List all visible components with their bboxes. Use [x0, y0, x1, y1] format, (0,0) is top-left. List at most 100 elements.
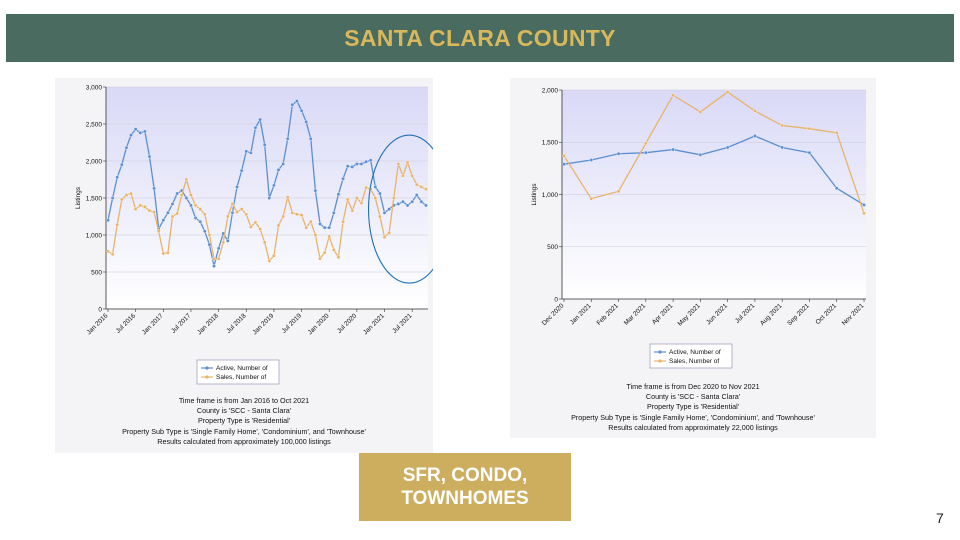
y-tick-label: 2,000 [542, 87, 559, 94]
data-point [239, 168, 244, 173]
legend-label: Active, Number of [216, 365, 268, 372]
x-tick-label: Jul 2021 [391, 312, 414, 335]
data-point [834, 186, 839, 191]
data-point [350, 208, 355, 213]
data-point [147, 208, 152, 213]
data-point [138, 203, 143, 208]
data-point [290, 102, 295, 107]
data-point [212, 256, 216, 261]
data-point [110, 252, 115, 257]
x-tick-label: Jul 2017 [170, 312, 193, 335]
data-point [152, 186, 156, 191]
data-point [350, 165, 355, 169]
data-point [285, 195, 290, 200]
data-point [152, 210, 156, 214]
badge-line-2: TOWNHOMES [401, 488, 529, 509]
data-point [698, 110, 703, 114]
data-point [308, 219, 313, 224]
data-point [368, 158, 373, 163]
data-point [318, 221, 322, 226]
series-line [563, 135, 865, 206]
data-point [175, 211, 180, 216]
legend-label: Sales, Number of [669, 358, 719, 365]
data-point [230, 210, 235, 215]
y-tick-label: 500 [91, 269, 102, 276]
data-point [336, 192, 341, 197]
data-point [276, 167, 281, 172]
data-point [308, 136, 313, 141]
data-point [336, 255, 341, 260]
data-point [142, 204, 147, 209]
data-point [235, 185, 239, 189]
y-tick-label: 0 [98, 306, 102, 313]
data-point [780, 123, 785, 128]
data-point [318, 256, 322, 261]
x-tick-label: Sep 2021 [786, 302, 811, 327]
data-point [184, 196, 189, 200]
x-tick-label: Jan 2021 [362, 312, 386, 336]
data-point [198, 207, 203, 212]
right-line-chart: 0 500 1,000 1,500 2,000 Listings Dec 2020 Jan 2… [531, 87, 866, 369]
data-point [129, 133, 133, 137]
chart-legend: Active, Number of Sales, Number of [196, 359, 280, 385]
data-point [419, 185, 424, 189]
highlight-ellipse [367, 134, 433, 284]
data-point [285, 136, 290, 141]
data-point [725, 90, 730, 94]
data-point [175, 191, 180, 196]
data-point [424, 187, 428, 192]
data-point [354, 162, 359, 166]
data-point [862, 211, 866, 216]
x-tick-label: Jul 2021 [734, 302, 757, 325]
data-point [424, 203, 428, 208]
data-point [166, 210, 170, 215]
data-point [258, 227, 262, 231]
data-point [725, 145, 730, 150]
x-tick-label: May 2021 [677, 302, 702, 327]
legend-marker [205, 375, 209, 379]
data-point [262, 240, 267, 245]
data-point [129, 191, 133, 196]
data-point [834, 130, 839, 135]
data-point [225, 214, 230, 219]
y-tick-label: 2,000 [86, 158, 103, 165]
legend-label: Active, Number of [669, 349, 721, 356]
x-tick-label: Jan 2018 [196, 312, 220, 336]
data-point [359, 162, 364, 166]
data-point [313, 233, 318, 237]
x-tick-label: Jul 2018 [225, 312, 248, 335]
caption-line: Results calculated from approximately 22… [608, 422, 778, 432]
data-point [671, 93, 675, 98]
data-point [272, 253, 276, 258]
data-point [221, 240, 226, 245]
slide-title: SANTA CLARA COUNTY [344, 24, 616, 51]
data-point [616, 151, 621, 156]
caption-line: Property Type is 'Residential' [197, 416, 291, 426]
data-point [216, 256, 221, 261]
data-point [410, 199, 415, 204]
data-point [401, 173, 405, 178]
data-point [156, 229, 161, 234]
data-point [184, 177, 189, 182]
page-number: 7 [936, 510, 944, 526]
data-point [258, 117, 262, 122]
data-point [419, 199, 424, 204]
x-tick-label: Feb 2021 [596, 302, 621, 327]
x-tick-label: Mar 2021 [623, 302, 648, 327]
data-point [244, 149, 249, 154]
caption-line: Property Sub Type is 'Single Family Home… [571, 412, 815, 422]
data-point [562, 162, 566, 167]
y-tick-label: 1,500 [86, 195, 103, 202]
y-tick-label: 0 [554, 296, 558, 303]
data-point [202, 212, 207, 217]
data-point [119, 197, 124, 202]
right-chart-caption: Time frame is from Dec 2020 to Nov 2021 … [510, 382, 876, 433]
data-point [295, 212, 299, 217]
data-point [327, 234, 332, 239]
data-point [671, 147, 675, 152]
data-point [299, 213, 304, 217]
data-point [244, 212, 249, 217]
slide-title-bar: SANTA CLARA COUNTY [6, 14, 954, 62]
data-point [322, 225, 327, 230]
data-point [378, 214, 382, 219]
